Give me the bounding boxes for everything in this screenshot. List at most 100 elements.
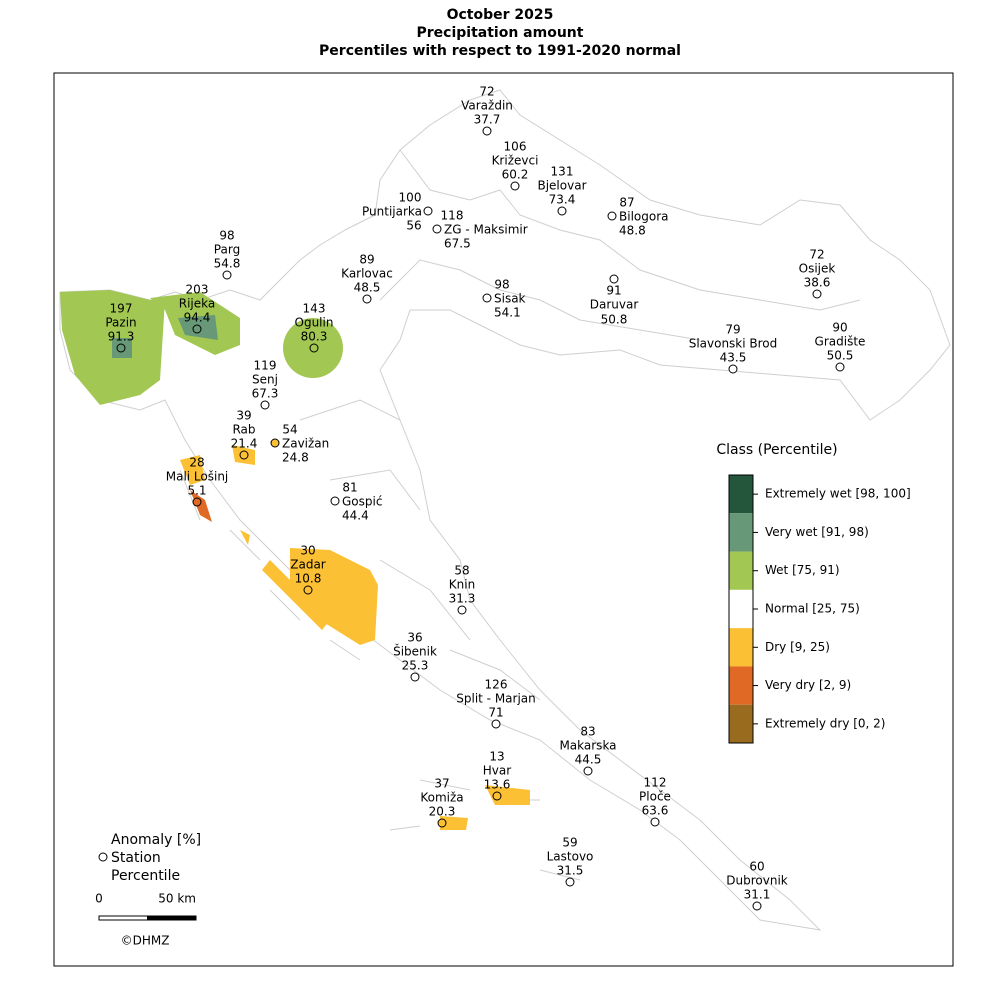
station-name: Rab	[232, 423, 255, 437]
dry-area	[180, 445, 530, 830]
station-marker	[752, 901, 762, 911]
station-anomaly: 131	[551, 165, 574, 179]
station-anomaly: 98	[219, 229, 234, 243]
station-marker	[510, 181, 520, 191]
station-percentile: 31.1	[744, 888, 771, 902]
station-marker	[812, 289, 822, 299]
station-percentile: 13.6	[484, 778, 511, 792]
station-percentile: 20.3	[429, 805, 456, 819]
station-percentile: 31.3	[449, 592, 476, 606]
station-marker	[303, 585, 313, 595]
title-line: Percentiles with respect to 1991-2020 no…	[319, 43, 681, 59]
station-marker	[222, 270, 232, 280]
legend-label: Normal [25, 75)	[765, 602, 860, 616]
station-percentile: 44.4	[342, 509, 369, 523]
station-marker	[192, 324, 202, 334]
station-percentile: 54.1	[494, 306, 521, 320]
borders	[59, 89, 951, 931]
station-marker	[491, 719, 501, 729]
station-name: Gospić	[342, 495, 382, 509]
station-anomaly: 81	[342, 481, 357, 495]
station-marker	[835, 362, 845, 372]
station-percentile: 31.5	[557, 864, 584, 878]
station-anomaly: 28	[189, 456, 204, 470]
station-name: Hvar	[483, 764, 511, 778]
station-anomaly: 72	[809, 248, 824, 262]
legend-label: Dry [9, 25)	[765, 640, 830, 654]
station-percentile: 50.5	[827, 349, 854, 363]
station-anomaly: 58	[454, 564, 469, 578]
station-marker	[609, 274, 619, 284]
legend-label: Extremely wet [98, 100]	[765, 487, 911, 501]
legend-label: Wet [75, 91)	[765, 563, 840, 577]
map-frame	[53, 72, 954, 967]
scale-bar-black	[147, 915, 197, 921]
station-anomaly: 118	[441, 209, 464, 223]
station-marker	[437, 818, 447, 828]
station-anomaly: 91	[606, 284, 621, 298]
station-anomaly: 36	[407, 631, 422, 645]
station-anomaly: 30	[300, 544, 315, 558]
station-percentile: 71	[488, 706, 503, 720]
station-percentile: 43.5	[720, 351, 747, 365]
station-percentile: 25.3	[402, 659, 429, 673]
station-marker	[482, 293, 492, 303]
station-name: Slavonski Brod	[689, 337, 778, 351]
station-anomaly: 143	[303, 302, 326, 316]
station-percentile: 48.8	[619, 224, 646, 238]
station-marker	[330, 496, 340, 506]
station-name: Zadar	[290, 558, 326, 572]
station-marker	[432, 224, 442, 234]
station-name: Sisak	[494, 292, 526, 306]
station-name: Dubrovnik	[726, 874, 788, 888]
station-name: Rijeka	[179, 297, 215, 311]
station-marker	[565, 877, 575, 887]
station-percentile: 54.8	[214, 257, 241, 271]
legend-swatch	[729, 704, 753, 743]
station-name: ZG - Maksimir	[444, 223, 528, 237]
station-anomaly: 112	[644, 776, 667, 790]
legend-swatch	[729, 475, 753, 514]
title-line: October 2025	[447, 7, 554, 23]
station-marker	[492, 791, 502, 801]
station-anomaly: 90	[832, 321, 847, 335]
station-name: Šibenik	[393, 644, 437, 659]
station-anomaly: 100	[399, 191, 422, 205]
station-name: Senj	[252, 373, 278, 387]
station-percentile: 73.4	[549, 193, 576, 207]
station-name: Križevci	[492, 154, 539, 168]
station-anomaly: 106	[504, 140, 527, 154]
station-name: Gradište	[815, 335, 866, 349]
station-name: Knin	[449, 578, 475, 592]
station-anomaly: 79	[725, 323, 740, 337]
station-name: Bilogora	[619, 210, 669, 224]
station-anomaly: 37	[434, 777, 449, 791]
station-marker	[423, 206, 433, 216]
legend-swatch	[729, 551, 753, 590]
dry-area	[290, 548, 378, 645]
station-anomaly: 87	[619, 196, 634, 210]
station-anomaly: 126	[485, 678, 508, 692]
station-percentile: 38.6	[804, 276, 831, 290]
copyright: ©DHMZ	[121, 934, 170, 948]
station-marker	[410, 672, 420, 682]
key-station: Station	[111, 850, 161, 866]
station-percentile: 60.2	[502, 168, 529, 182]
station-percentile: 50.8	[601, 313, 628, 327]
station-anomaly: 72	[479, 85, 494, 99]
station-name: Pazin	[105, 316, 136, 330]
station-percentile: 48.5	[354, 281, 381, 295]
station-marker	[309, 343, 319, 353]
station-percentile: 5.1	[187, 484, 206, 498]
legend-swatch	[729, 628, 753, 667]
station-percentile: 21.4	[231, 437, 258, 451]
station-name: Lastovo	[547, 850, 594, 864]
station-name: Puntijarka	[362, 205, 422, 219]
station-name: Karlovac	[341, 267, 393, 281]
station-marker	[457, 605, 467, 615]
station-marker	[557, 206, 567, 216]
station-name: Ogulin	[295, 316, 334, 330]
station-marker	[607, 211, 617, 221]
